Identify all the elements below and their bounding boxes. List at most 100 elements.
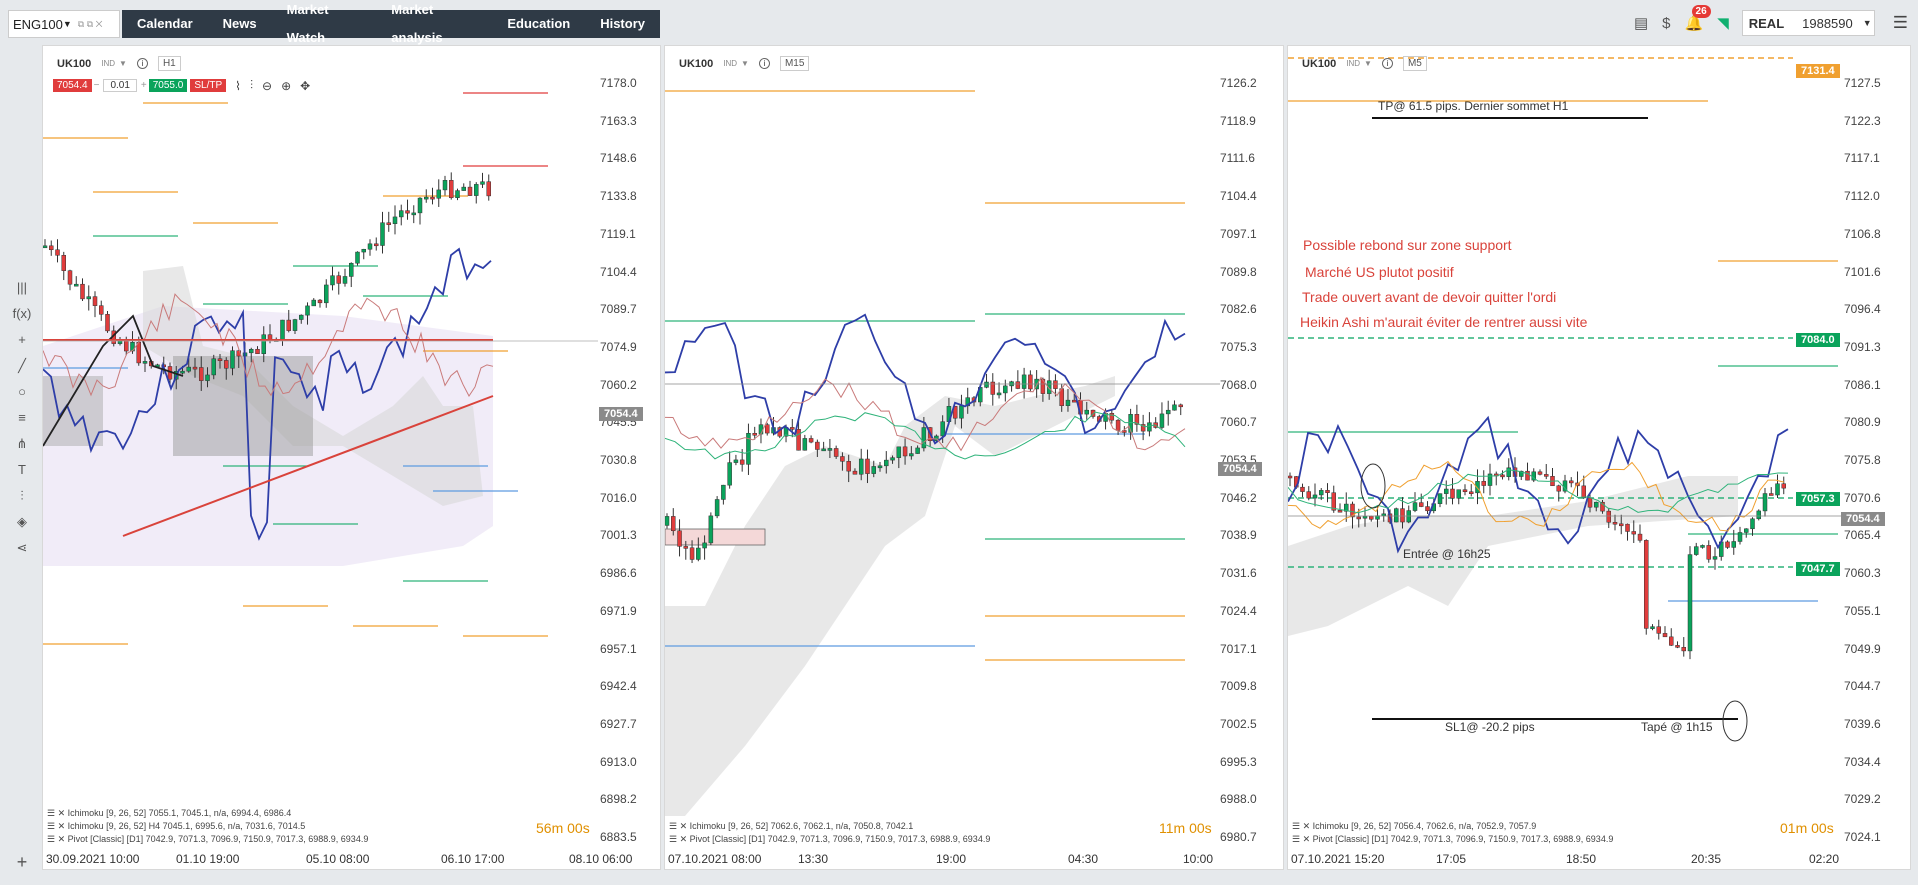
tp-annotation: TP@ 61.5 pips. Dernier sommet H1 xyxy=(1378,99,1569,113)
timeframe-selector[interactable]: M5 xyxy=(1402,56,1427,71)
timeframe-selector[interactable]: H1 xyxy=(157,56,181,71)
chevron-down-icon[interactable]: ▼ xyxy=(119,59,127,68)
fibonacci-icon[interactable]: ≡ xyxy=(18,410,26,425)
time-tick: 17:05 xyxy=(1436,852,1467,866)
share-icon[interactable]: ⋖ xyxy=(16,540,28,555)
candle xyxy=(727,462,732,486)
candle xyxy=(1065,399,1071,406)
line-chart-icon[interactable]: ⌇ xyxy=(235,78,241,93)
layout-icon[interactable]: ▤ xyxy=(1633,15,1649,32)
ichimoku-tenkan xyxy=(1288,415,1789,554)
price-tick: 7104.4 xyxy=(1220,189,1257,204)
candlestick-icon[interactable]: ⫶ xyxy=(250,78,254,92)
nav-education[interactable]: Education xyxy=(507,16,571,31)
lot-size-input[interactable]: 0.01 xyxy=(103,79,137,92)
candle xyxy=(86,296,91,300)
account-selector[interactable]: REAL 1988590 ▼ xyxy=(1741,10,1875,36)
lot-decrease-button[interactable]: − xyxy=(93,80,100,91)
candle xyxy=(299,314,304,320)
candle xyxy=(921,427,927,449)
price-tick: 7111.6 xyxy=(1220,151,1255,166)
candle xyxy=(827,448,833,451)
candle xyxy=(1015,381,1021,389)
candle xyxy=(211,358,216,376)
lot-increase-button[interactable]: + xyxy=(140,80,147,91)
candle xyxy=(1437,493,1443,504)
currency-exchange-icon[interactable]: $ xyxy=(1662,14,1671,32)
info-icon[interactable]: i xyxy=(1381,58,1393,69)
candle xyxy=(1140,424,1146,432)
hamburger-menu-icon[interactable]: ☰ xyxy=(1892,13,1908,32)
zigzag-line xyxy=(43,314,184,447)
circle-tool-icon[interactable]: ○ xyxy=(18,384,26,399)
dropdown-icon[interactable]: ▼ xyxy=(62,19,72,29)
candle xyxy=(1675,645,1680,648)
crosshair-icon[interactable]: + xyxy=(18,332,26,347)
chart-symbol-type: IND xyxy=(1346,59,1361,68)
pitchfork-icon[interactable]: ⋔ xyxy=(16,436,28,451)
chart-canvas[interactable] xyxy=(665,46,1285,871)
candle xyxy=(996,392,1002,396)
text-tool-icon[interactable]: T xyxy=(18,462,26,477)
legend-entry: ☰ ✕ Ichimoku [9, 26, 52] 7062.6, 7062.1,… xyxy=(669,821,914,831)
window-controls-icon[interactable]: ⧉ ⧉ ✕ xyxy=(77,18,103,29)
chevron-down-icon[interactable]: ▼ xyxy=(1364,59,1372,68)
nav-history[interactable]: History xyxy=(600,16,645,31)
price-tick: 7127.5 xyxy=(1844,76,1881,90)
nav-news[interactable]: News xyxy=(222,16,257,31)
candle xyxy=(984,381,989,388)
add-chart-icon[interactable]: + xyxy=(16,852,28,872)
candle xyxy=(1450,488,1455,499)
chart-panel-m15[interactable]: UK100 IND ▼ i M15 7126.2 7118.9 7111.6 7104… xyxy=(664,45,1284,870)
candle xyxy=(1419,502,1424,507)
candle xyxy=(336,275,341,284)
move-icon[interactable]: ✥ xyxy=(300,78,311,93)
candle xyxy=(1750,518,1755,530)
candle xyxy=(486,181,491,197)
info-icon[interactable]: i xyxy=(758,58,770,69)
candle xyxy=(455,190,460,199)
line-tool-icon[interactable]: ╱ xyxy=(18,358,26,373)
candle xyxy=(671,516,676,532)
timeframe-selector[interactable]: M15 xyxy=(779,56,810,71)
candles-icon[interactable]: ⫶ xyxy=(20,488,24,503)
candle xyxy=(714,499,720,517)
candle xyxy=(205,374,210,381)
candle xyxy=(1350,503,1355,518)
info-icon[interactable]: i xyxy=(136,58,148,69)
bid-price-tag: 7054.4 xyxy=(599,407,643,421)
bars-icon[interactable]: ||| xyxy=(16,280,28,295)
nav-market-analysis[interactable]: Market analysis xyxy=(391,2,443,45)
symbol-tab[interactable]: ENG100 ▼ ⧉ ⧉ ✕ xyxy=(8,10,120,38)
bid-price-tag: 7054.4 xyxy=(1841,512,1885,526)
candle xyxy=(1312,494,1318,499)
price-tick: 7089.8 xyxy=(1220,264,1257,279)
price-tick: 7009.8 xyxy=(1220,679,1257,694)
chart-panel-h1[interactable]: UK100 IND ▼ i H1 7054.4 − 0.01 + 7055.0 … xyxy=(42,45,661,870)
chart-header: UK100 IND ▼ i M5 xyxy=(1302,56,1427,71)
candle xyxy=(1712,556,1718,560)
buy-button[interactable]: 7055.0 xyxy=(148,79,188,92)
chart-symbol-type: IND xyxy=(723,59,738,68)
chevron-down-icon[interactable]: ▼ xyxy=(741,59,749,68)
candle xyxy=(884,459,889,467)
sell-button[interactable]: 7054.4 xyxy=(53,79,92,92)
zoom-out-icon[interactable]: ⊖ xyxy=(262,78,273,93)
function-icon[interactable]: f(x) xyxy=(12,306,32,321)
bell-icon[interactable]: 🔔 26 xyxy=(1685,5,1711,32)
zoom-in-icon[interactable]: ⊕ xyxy=(281,78,292,93)
candle xyxy=(1612,521,1618,525)
time-tick: 06.10 17:00 xyxy=(441,852,505,866)
legend-entry: ☰ ✕ Pivot [Classic] [D1] 7042.9, 7071.3,… xyxy=(669,834,991,844)
candle xyxy=(802,438,808,451)
nav-calendar[interactable]: Calendar xyxy=(137,16,193,31)
price-tick: 7096.4 xyxy=(1844,302,1881,317)
chart-panel-m5[interactable]: UK100 IND ▼ i M5 7127.5 7122.3 7117.1 7112.… xyxy=(1287,45,1911,870)
price-tick: 7002.5 xyxy=(1220,716,1257,731)
chart-canvas[interactable] xyxy=(43,46,662,871)
sltp-button[interactable]: SL/TP xyxy=(190,79,227,92)
nav-market-watch[interactable]: Market Watch xyxy=(286,2,329,45)
candle xyxy=(1040,378,1046,394)
layers-icon[interactable]: ◈ xyxy=(17,514,27,529)
chart-canvas[interactable] xyxy=(1288,46,1912,871)
